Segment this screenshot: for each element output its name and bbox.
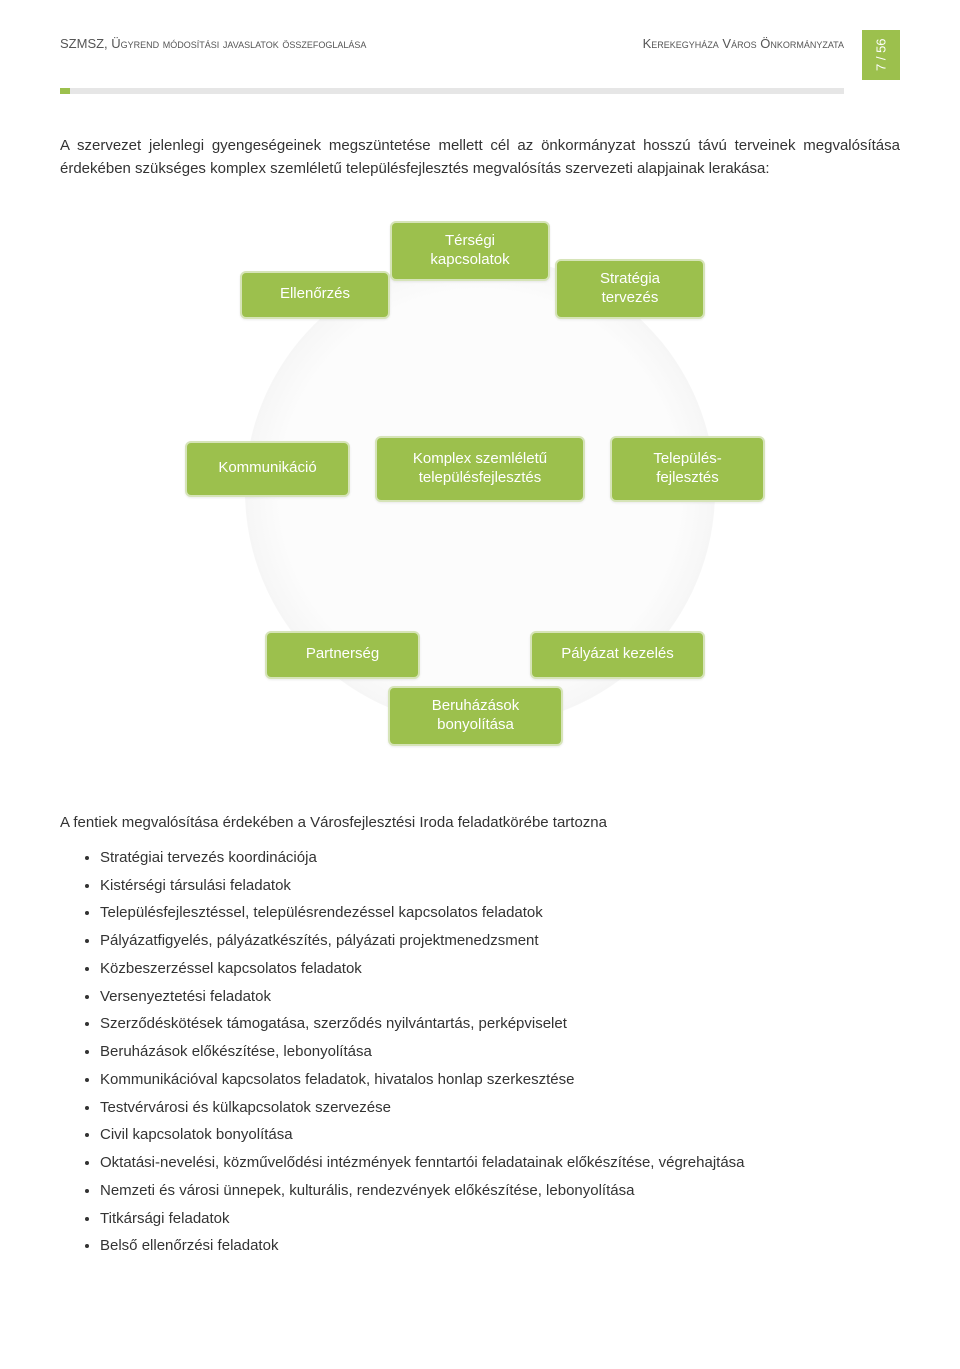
diagram-node-tersegi: Térségi kapcsolatok bbox=[390, 221, 550, 281]
diagram-node-komplex: Komplex szemléletű településfejlesztés bbox=[375, 436, 585, 502]
page-number-badge: 7 / 56 bbox=[862, 30, 900, 80]
diagram-node-partner: Partnerség bbox=[265, 631, 420, 679]
task-item: Szerződéskötések támogatása, szerződés n… bbox=[100, 1010, 900, 1038]
task-item: Közbeszerzéssel kapcsolatos feladatok bbox=[100, 955, 900, 983]
task-item: Belső ellenőrzési feladatok bbox=[100, 1232, 900, 1260]
task-item: Kistérségi társulási feladatok bbox=[100, 872, 900, 900]
task-item: Településfejlesztéssel, településrendezé… bbox=[100, 899, 900, 927]
header-texts: SZMSZ, Ügyrend módosítási javaslatok öss… bbox=[60, 30, 844, 51]
intro-paragraph: A szervezet jelenlegi gyengeségeinek meg… bbox=[60, 134, 900, 181]
task-item: Testvérvárosi és külkapcsolatok szervezé… bbox=[100, 1094, 900, 1122]
header-right: Kerekegyháza Város Önkormányzata bbox=[643, 36, 844, 51]
header-rule bbox=[60, 88, 844, 94]
task-item: Civil kapcsolatok bonyolítása bbox=[100, 1121, 900, 1149]
diagram-node-beruhaz: Beruházások bonyolítása bbox=[388, 686, 563, 746]
task-item: Versenyeztetési feladatok bbox=[100, 983, 900, 1011]
diagram-node-ellenorzes: Ellenőrzés bbox=[240, 271, 390, 319]
concept-diagram: Térségi kapcsolatokEllenőrzés Stratégia t… bbox=[160, 211, 800, 771]
tasks-heading: A fentiek megvalósítása érdekében a Váro… bbox=[60, 811, 900, 834]
task-item: Oktatási-nevelési, közművelődési intézmé… bbox=[100, 1149, 900, 1177]
diagram-node-komm: Kommunikáció bbox=[185, 441, 350, 497]
task-item: Nemzeti és városi ünnepek, kulturális, r… bbox=[100, 1177, 900, 1205]
task-item: Kommunikációval kapcsolatos feladatok, h… bbox=[100, 1066, 900, 1094]
diagram-node-palyazat: Pályázat kezelés bbox=[530, 631, 705, 679]
task-item: Beruházások előkészítése, lebonyolítása bbox=[100, 1038, 900, 1066]
task-list: Stratégiai tervezés koordinációjaKistérs… bbox=[60, 844, 900, 1260]
task-item: Titkársági feladatok bbox=[100, 1205, 900, 1233]
task-item: Stratégiai tervezés koordinációja bbox=[100, 844, 900, 872]
header-left: SZMSZ, Ügyrend módosítási javaslatok öss… bbox=[60, 36, 366, 51]
diagram-node-telfejl: Település- fejlesztés bbox=[610, 436, 765, 502]
task-item: Pályázatfigyelés, pályázatkészítés, pály… bbox=[100, 927, 900, 955]
page-header: SZMSZ, Ügyrend módosítási javaslatok öss… bbox=[60, 30, 900, 80]
diagram-node-strategia: Stratégia tervezés bbox=[555, 259, 705, 319]
